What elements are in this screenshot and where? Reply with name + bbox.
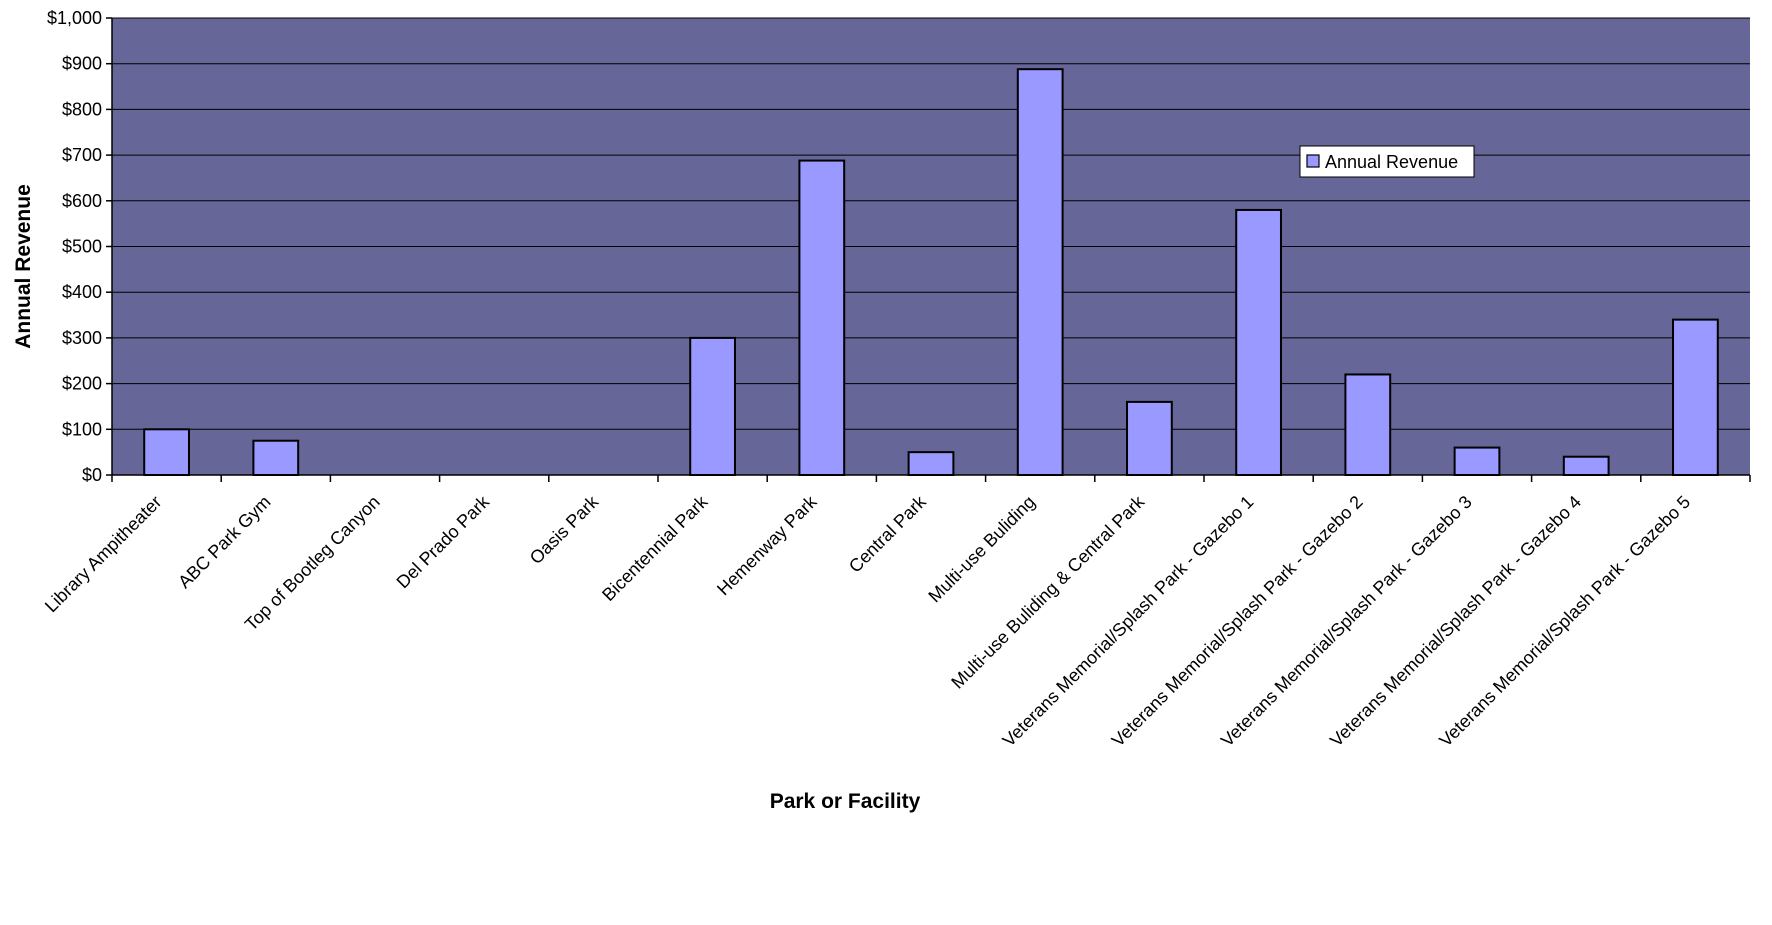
bar-13 bbox=[1562, 455, 1610, 477]
y-tick-label-3: $300 bbox=[62, 328, 102, 348]
x-tick-label-13: Veterans Memorial/Splash Park - Gazebo 4 bbox=[1326, 492, 1585, 751]
axes bbox=[106, 17, 1751, 482]
bar-8 bbox=[1016, 68, 1064, 477]
y-tick-label-8: $800 bbox=[62, 99, 102, 119]
legend-box bbox=[1299, 145, 1475, 178]
bar-12 bbox=[1453, 446, 1501, 476]
gridlines bbox=[112, 17, 1750, 430]
y-tick-label-2: $200 bbox=[62, 374, 102, 394]
bar-9 bbox=[1126, 400, 1173, 477]
bar-7 bbox=[907, 451, 955, 476]
x-axis-title: Park or Facility bbox=[770, 790, 921, 813]
y-tick-label-6: $600 bbox=[62, 191, 102, 211]
legend-swatch bbox=[1306, 154, 1320, 168]
bar-11 bbox=[1344, 373, 1392, 476]
bar-0 bbox=[143, 428, 190, 476]
y-axis-title: Annual Revenue bbox=[12, 184, 35, 349]
bar-6 bbox=[798, 159, 846, 476]
bars bbox=[143, 68, 1719, 477]
x-tick-label-0: Library Ampitheater bbox=[41, 492, 166, 617]
x-tick-label-8: Multi-use Buliding bbox=[924, 492, 1039, 607]
y-tick-label-5: $500 bbox=[62, 237, 102, 257]
y-tick-label-10: $1,000 bbox=[47, 8, 102, 28]
y-tick-label-7: $700 bbox=[62, 145, 102, 165]
x-tick-label-4: Oasis Park bbox=[526, 491, 603, 568]
bar-10 bbox=[1235, 208, 1282, 476]
bar-5 bbox=[689, 336, 736, 476]
x-tick-label-9: Multi-use Buliding & Central Park bbox=[947, 491, 1149, 693]
x-tick-label-3: Del Prado Park bbox=[393, 491, 494, 592]
legend-label: Annual Revenue bbox=[1325, 152, 1458, 172]
legend: Annual Revenue bbox=[1299, 145, 1475, 178]
x-tick-label-5: Bicentennial Park bbox=[598, 491, 712, 605]
y-tick-label-9: $900 bbox=[62, 54, 102, 74]
x-tick-label-7: Central Park bbox=[845, 491, 931, 577]
x-tick-label-10: Veterans Memorial/Splash Park - Gazebo 1 bbox=[999, 492, 1258, 751]
y-tick-label-0: $0 bbox=[82, 465, 102, 485]
x-tick-label-6: Hemenway Park bbox=[713, 491, 821, 599]
bar-1 bbox=[252, 439, 300, 477]
x-tick-label-11: Veterans Memorial/Splash Park - Gazebo 2 bbox=[1108, 492, 1367, 751]
x-tick-label-1: ABC Park Gym bbox=[174, 492, 274, 592]
x-tick-label-12: Veterans Memorial/Splash Park - Gazebo 3 bbox=[1217, 492, 1476, 751]
y-tick-label-1: $100 bbox=[62, 419, 102, 439]
y-tick-label-4: $400 bbox=[62, 282, 102, 302]
bar-14 bbox=[1672, 318, 1719, 476]
x-tick-label-14: Veterans Memorial/Splash Park - Gazebo 5 bbox=[1435, 492, 1694, 751]
y-tick-labels: $0 $100 $200 $300 $400 $500 $600 $700 $800 $900 $1… bbox=[47, 8, 102, 485]
